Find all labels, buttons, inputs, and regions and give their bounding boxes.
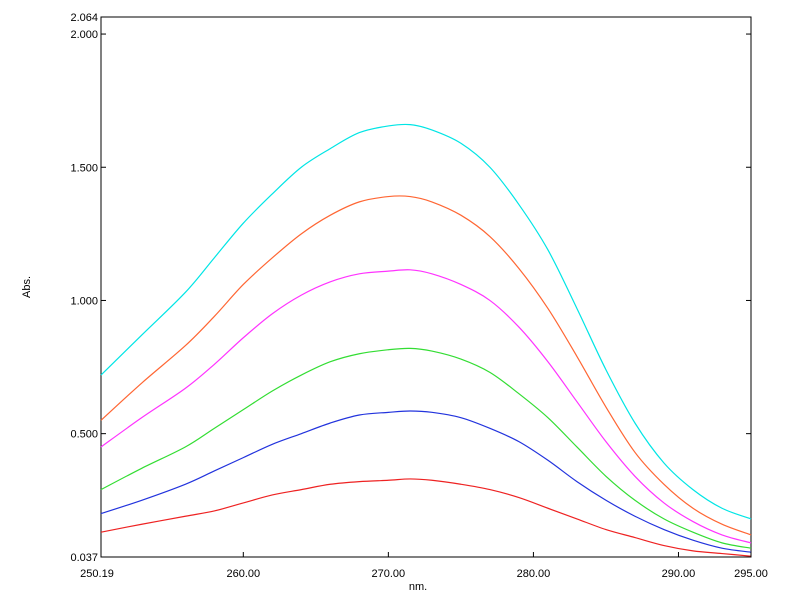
series-line-1 (100, 123, 752, 520)
series-layer (100, 123, 752, 557)
x-axis-title: nm. (409, 581, 427, 593)
series-line-5 (100, 410, 752, 553)
series-line-3 (100, 269, 752, 544)
series-line-6 (100, 478, 752, 557)
x-tick-label: 260.00 (226, 568, 260, 580)
y-tick-label: 2.000 (70, 29, 98, 41)
plot-area-frame (100, 16, 752, 558)
y-tick-label: 1.000 (70, 295, 98, 307)
x-tick-label: 250.19 (80, 568, 114, 580)
y-tick-label: 1.500 (70, 162, 98, 174)
y-tick-label: 2.064 (70, 12, 98, 24)
series-line-4 (100, 347, 752, 549)
series-line-2 (100, 195, 752, 536)
y-axis-title: Abs. (21, 276, 33, 298)
x-tick-label: 280.00 (517, 568, 551, 580)
x-tick-label: 270.00 (372, 568, 406, 580)
y-tick-label: 0.037 (70, 552, 98, 564)
tick-layer: 250.19 260.00 270.00 280.00 290.00 295.00 0.03… (70, 12, 767, 580)
y-tick-label: 0.500 (70, 429, 98, 441)
x-tick-label: 295.00 (734, 568, 768, 580)
x-tick-label: 290.00 (662, 568, 696, 580)
